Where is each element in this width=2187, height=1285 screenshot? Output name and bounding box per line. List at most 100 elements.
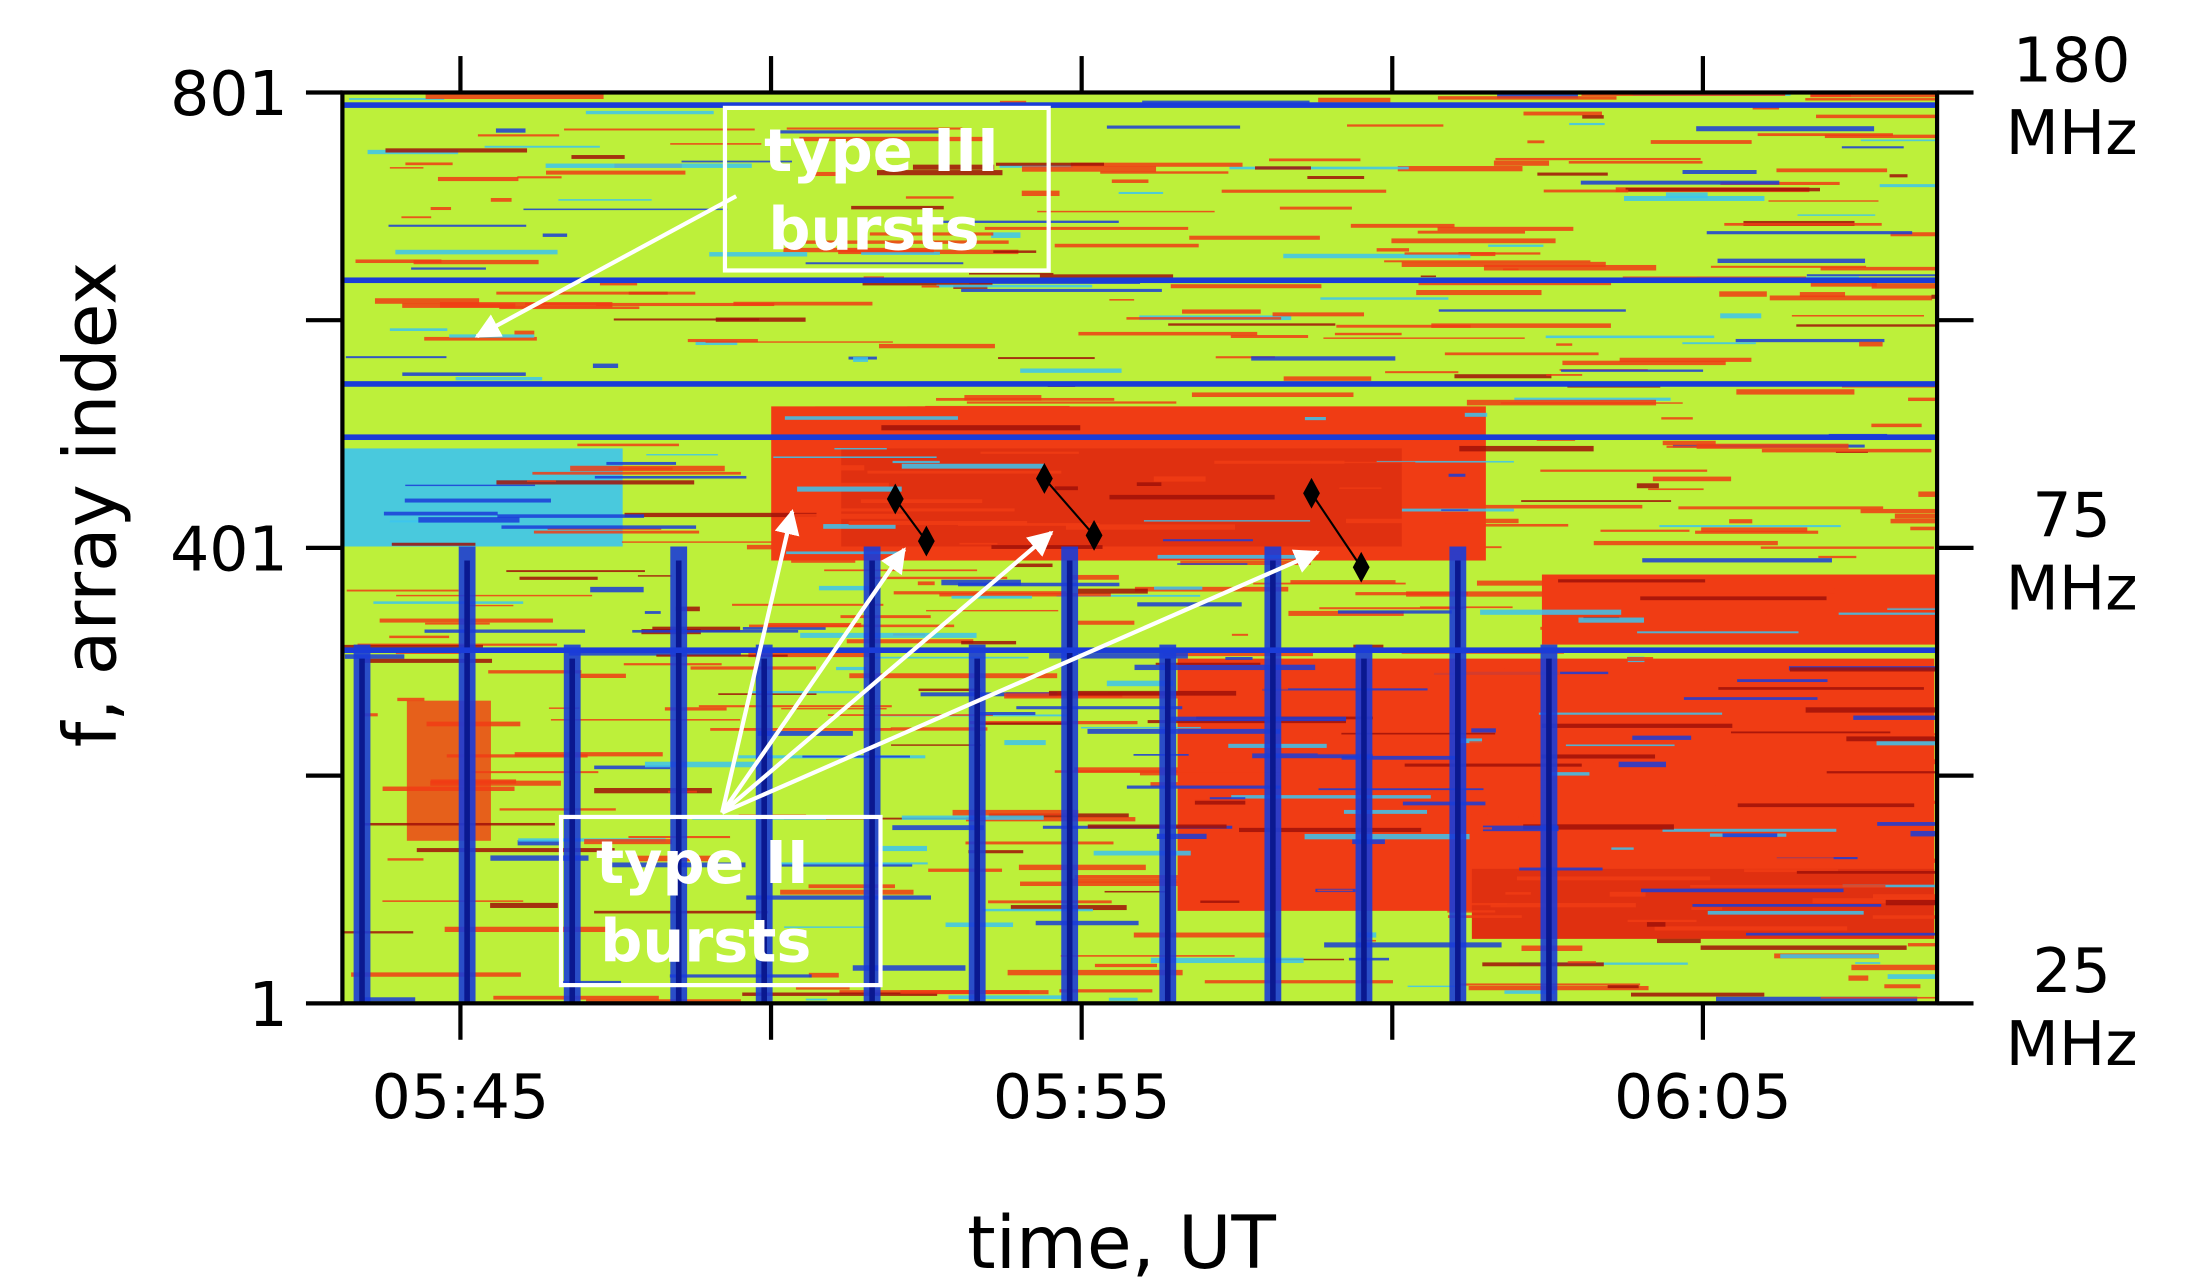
texture-streak xyxy=(1700,945,1907,950)
texture-stripe xyxy=(464,560,470,1004)
texture-streak xyxy=(1269,958,1345,961)
texture-streak xyxy=(1524,707,1644,710)
texture-streak xyxy=(388,224,527,227)
texture-streak xyxy=(1678,506,1884,510)
texture-streak xyxy=(1766,604,1938,609)
texture-streak xyxy=(1066,574,1119,580)
texture-streak xyxy=(1317,751,1440,755)
texture-streak xyxy=(1780,954,1879,959)
texture-streak xyxy=(471,771,599,774)
texture-streak xyxy=(1483,264,1657,271)
texture-streak xyxy=(1872,858,1938,863)
texture-streak xyxy=(1007,969,1183,976)
texture-streak xyxy=(1600,529,1690,532)
x-tick-label: 06:05 xyxy=(1614,1061,1792,1133)
texture-streak xyxy=(959,542,998,545)
texture-streak xyxy=(993,250,1037,253)
texture-streak xyxy=(900,990,1030,994)
texture-streak xyxy=(1087,728,1281,734)
texture-streak xyxy=(690,666,816,670)
texture-streak xyxy=(561,980,622,985)
texture-streak xyxy=(1820,266,1938,271)
texture-streak xyxy=(890,727,988,731)
texture-streak xyxy=(687,338,758,343)
texture-streak xyxy=(872,576,1008,580)
texture-streak xyxy=(742,627,826,630)
texture-streak xyxy=(937,220,1119,223)
texture-streak xyxy=(732,603,884,606)
texture-streak xyxy=(1578,617,1644,623)
texture-streak xyxy=(781,708,887,710)
texture-streak xyxy=(849,673,1058,679)
texture-streak xyxy=(586,999,741,1002)
texture-streak xyxy=(1180,560,1311,566)
texture-streak xyxy=(1768,200,1879,202)
texture-streak xyxy=(1659,525,1841,528)
texture-streak xyxy=(1441,509,1469,511)
texture-streak xyxy=(1770,812,1914,816)
texture-band xyxy=(342,277,1938,284)
texture-streak xyxy=(501,525,697,529)
texture-streak xyxy=(1872,915,1938,919)
texture-streak xyxy=(1077,620,1135,625)
texture-streak xyxy=(1666,445,1721,448)
texture-stripe xyxy=(1546,658,1552,1004)
texture-streak xyxy=(1715,781,1798,787)
texture-streak xyxy=(1910,526,1938,531)
texture-streak xyxy=(876,845,928,852)
texture-streak xyxy=(1374,685,1509,689)
texture-streak xyxy=(978,711,1036,716)
texture-streak xyxy=(1283,253,1471,259)
texture-streak xyxy=(1214,460,1345,464)
texture-streak xyxy=(1157,554,1298,559)
texture-streak xyxy=(506,570,645,573)
texture-streak xyxy=(550,719,741,721)
texture-streak xyxy=(1627,919,1697,923)
texture-streak xyxy=(824,569,978,572)
texture-streak xyxy=(786,551,905,555)
spectrogram-texture xyxy=(342,92,1938,1004)
texture-streak xyxy=(1838,612,1938,615)
texture-streak xyxy=(1490,798,1666,802)
texture-streak xyxy=(1558,579,1706,583)
texture-streak xyxy=(357,643,558,646)
texture-streak xyxy=(1701,582,1716,586)
y2-label: MHz xyxy=(2006,97,2138,169)
texture-streak xyxy=(912,164,995,170)
texture-streak xyxy=(532,471,741,475)
texture-streak xyxy=(1077,588,1148,594)
texture-streak xyxy=(1440,678,1568,685)
texture-streak xyxy=(437,176,519,182)
y-tick-label: 1 xyxy=(249,969,288,1041)
texture-streak xyxy=(594,475,747,479)
texture-streak xyxy=(1054,486,1078,491)
texture-streak xyxy=(1724,222,1882,226)
texture-streak xyxy=(805,240,1009,244)
texture-streak xyxy=(416,848,615,853)
texture-streak xyxy=(1797,214,1876,216)
texture-streak xyxy=(402,372,526,376)
texture-streak xyxy=(1760,546,1934,549)
texture-streak xyxy=(805,998,828,1001)
texture-streak xyxy=(1890,518,1938,524)
track-point xyxy=(1352,551,1370,583)
texture-streak xyxy=(1627,657,1654,661)
texture-streak xyxy=(1445,504,1643,509)
texture-streak xyxy=(1457,738,1483,744)
texture-streak xyxy=(1156,833,1207,839)
texture-streak xyxy=(863,276,884,279)
texture-streak xyxy=(1337,610,1452,614)
texture-streak xyxy=(1504,990,1556,994)
track-line xyxy=(894,498,928,542)
texture-streak xyxy=(951,595,1033,599)
texture-streak xyxy=(926,609,1059,612)
texture-streak xyxy=(1420,667,1465,673)
arrow xyxy=(720,509,800,814)
arrow xyxy=(720,547,907,814)
texture-streak xyxy=(1254,166,1311,170)
texture-streak xyxy=(1910,830,1938,837)
texture-streak xyxy=(497,514,645,518)
texture-streak xyxy=(1718,687,1924,690)
texture-streak xyxy=(1307,176,1365,179)
